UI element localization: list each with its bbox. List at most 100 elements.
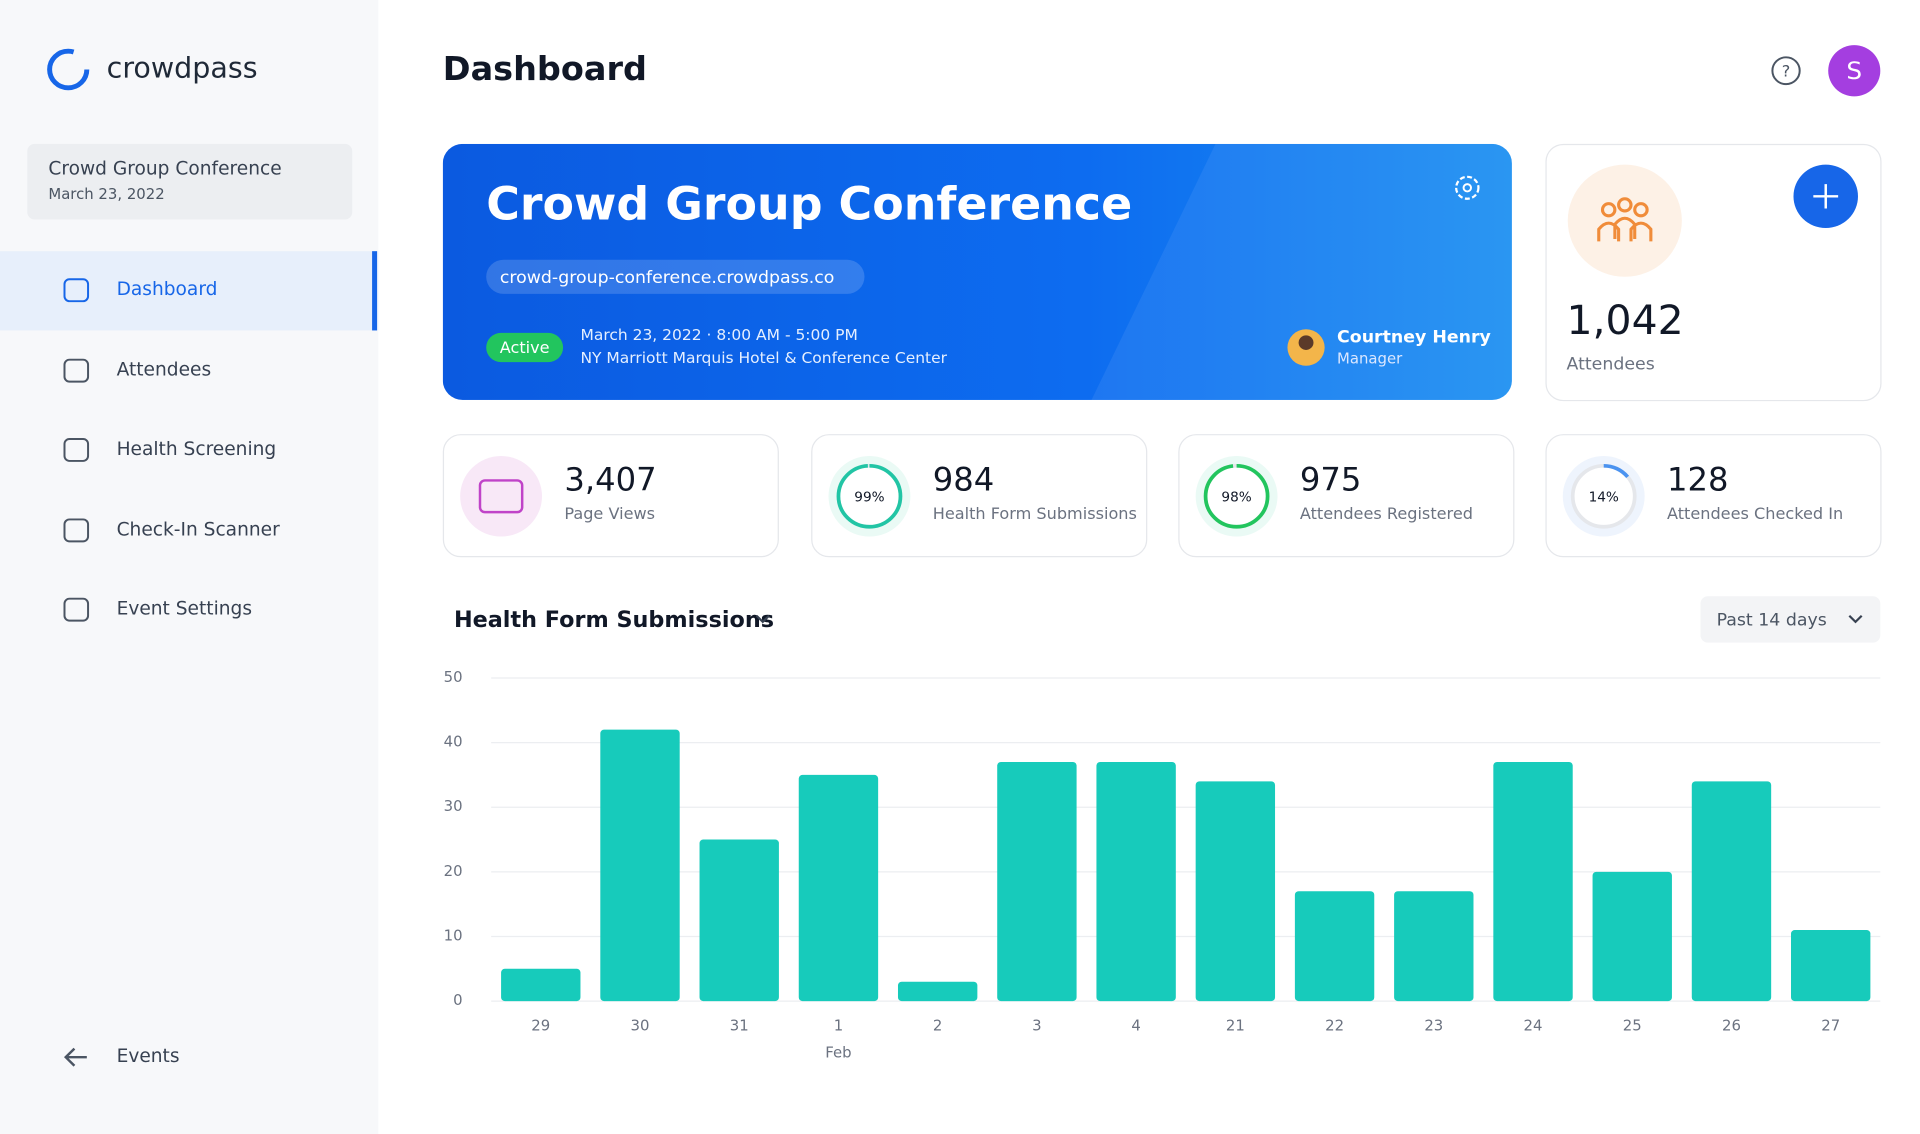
url-pill[interactable] [486,259,865,294]
page-title: Dashboard [443,49,647,88]
bar [1096,761,1176,1002]
bar [600,729,680,1002]
y-tick-label: 0 [453,992,462,1009]
x-tick-label: 1 [834,1018,843,1035]
x-tick-label: 29 [531,1018,550,1035]
y-tick-label: 40 [444,734,463,751]
event-name: Crowd Group Conference [48,159,281,180]
period-select[interactable] [1700,596,1881,643]
x-tick-label: 21 [1226,1018,1245,1035]
attendees-icon-bg [1567,164,1682,277]
bar [1394,891,1474,1002]
event-when: March 23, 2022 · 8:00 AM - 5:00 PM [580,326,857,344]
stat-label: Health Form Submissions [933,504,1137,523]
x-tick-label: 3 [1032,1018,1041,1035]
period-chevron [1848,614,1863,624]
event-card-bg [442,143,1512,400]
help-glyph: ? [1782,62,1791,81]
back-icon[interactable] [63,1047,87,1067]
nav-icon [63,437,90,462]
event-box[interactable] [27,143,353,220]
stat-ring [836,463,903,529]
bar [1493,761,1573,1002]
bar [699,839,779,1002]
stat-ring [1203,463,1270,529]
brand: crowdpass [107,52,258,85]
x-tick-label: 27 [1821,1018,1840,1035]
settings-icon-core [1462,183,1472,193]
avatar[interactable] [1828,45,1881,97]
nav-icon [63,358,90,383]
bar [798,774,879,1002]
stat-ring [1570,463,1637,529]
nav-icon [63,278,90,303]
stat-value: 975 [1300,461,1362,499]
event-date: March 23, 2022 [48,186,164,203]
bar [1294,891,1375,1002]
status: Active [500,338,550,357]
event-url[interactable]: crowd-group-conference.crowdpass.co [500,268,835,288]
chart-title[interactable]: Health Form Submissions [454,607,774,633]
event-title: Crowd Group Conference [486,178,1132,231]
stat-percent: 99% [854,490,884,506]
stat-percent: 14% [1589,490,1619,506]
x-tick-label: 24 [1524,1018,1543,1035]
stat-icon-bg [460,456,543,537]
manager-role: Manager [1337,351,1403,368]
nav-icon [63,518,90,543]
bar [501,968,581,1002]
x-tick-label: 30 [631,1018,650,1035]
settings-icon[interactable] [1455,175,1480,200]
event-venue: NY Marriott Marquis Hotel & Conference C… [580,349,947,367]
bar [897,981,978,1002]
bar [1791,930,1871,1002]
nav-icon [63,597,90,622]
stat-value: 3,407 [564,461,656,499]
period-value: Past 14 days [1717,611,1827,631]
nav-item[interactable]: Check-In Scanner [117,520,281,541]
manager-avatar-face [1298,335,1314,350]
nav-item[interactable]: Dashboard [117,279,218,300]
bar [1592,871,1672,1002]
stat-label: Attendees Checked In [1667,504,1843,523]
stat-value: 128 [1667,461,1729,499]
chart-title-chevron [755,614,770,624]
stat-percent: 98% [1221,490,1251,506]
bar [1195,781,1276,1002]
avatar-initial: S [1846,56,1862,85]
bar [997,761,1077,1002]
y-tick-label: 30 [444,798,463,815]
x-tick-label: 25 [1623,1018,1642,1035]
bar [1691,781,1772,1002]
event-card [442,143,1512,400]
stat-icon [478,479,524,514]
y-tick-label: 10 [444,928,463,945]
nav-item[interactable]: Health Screening [117,439,277,460]
add-glyph [1813,184,1839,209]
nav-item[interactable]: Event Settings [117,599,252,620]
attendees-icon [1597,197,1653,242]
x-tick-label: 2 [933,1018,942,1035]
y-tick-label: 50 [444,669,463,686]
back-link[interactable]: Events [117,1046,180,1067]
status-pill [486,332,564,363]
attendees-value: 1,042 [1567,296,1684,344]
manager-name: Courtney Henry [1337,328,1491,348]
y-tick-label: 20 [444,863,463,880]
x-tick-label: 26 [1722,1018,1741,1035]
stat-label: Page Views [564,504,655,523]
x-tick-label: 22 [1325,1018,1344,1035]
attendees-label: Attendees [1567,355,1655,375]
x-tick-label: 4 [1131,1018,1140,1035]
stat-label: Attendees Registered [1300,504,1473,523]
x-tick-label: 31 [730,1018,749,1035]
x-group-label: Feb [825,1045,851,1062]
nav-indicator [372,251,378,331]
help-icon[interactable] [1771,56,1801,86]
nav-active [0,251,379,331]
event-card-shape [1091,143,1512,400]
x-tick-label: 23 [1424,1018,1443,1035]
nav-item[interactable]: Attendees [117,360,212,381]
